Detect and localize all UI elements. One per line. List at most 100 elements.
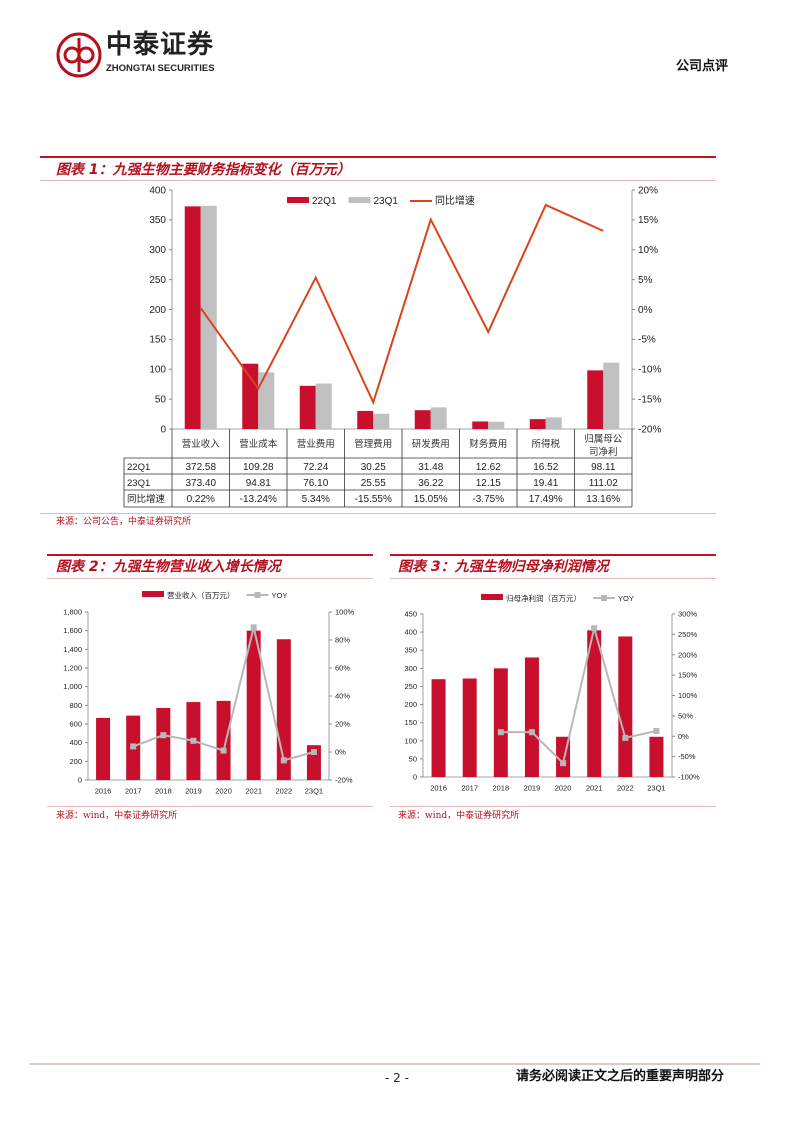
bar-归母净利润（百万元） bbox=[524, 657, 539, 777]
figure3-source: 来源：wind，中泰证券研究所 bbox=[398, 811, 520, 821]
table-header: 研发费用 bbox=[412, 438, 450, 450]
figure2-chart: 0 200 400 600 800 1,000 1,200 1,400 1,600 1,800 -2… bbox=[63, 590, 355, 796]
x-tick-label: 2022 bbox=[617, 784, 634, 793]
table-cell: 111.02 bbox=[589, 478, 619, 489]
table-cell: 15.05% bbox=[414, 494, 448, 505]
yoy-marker bbox=[160, 732, 167, 739]
x-tick-label: 2020 bbox=[555, 784, 572, 793]
y-tick-label: 0 bbox=[413, 773, 417, 782]
table-cell: 30.25 bbox=[361, 462, 386, 473]
y2-tick-label: -20% bbox=[638, 424, 661, 435]
legend-swatch bbox=[142, 591, 164, 597]
y2-tick-label: -5% bbox=[638, 335, 656, 346]
table-header: 营业成本 bbox=[239, 438, 278, 450]
yoy-marker bbox=[528, 729, 535, 736]
y-tick-label: 450 bbox=[404, 610, 417, 619]
table-header: 所得税 bbox=[531, 438, 560, 450]
y2-tick-label: 20% bbox=[335, 720, 350, 729]
y-tick-label: 800 bbox=[69, 701, 82, 710]
y2-tick-label: 300% bbox=[678, 610, 698, 619]
figure1-bottom-rule bbox=[40, 513, 716, 514]
legend-label: 营业收入（百万元） bbox=[167, 590, 235, 600]
y-tick-label: 300 bbox=[404, 664, 417, 673]
x-tick-label: 2021 bbox=[586, 784, 603, 793]
yoy-marker bbox=[220, 747, 227, 754]
table-row-label: 22Q1 bbox=[127, 462, 150, 473]
y2-tick-label: -50% bbox=[678, 752, 696, 761]
table-cell: 36.22 bbox=[418, 478, 443, 489]
y-tick-label: 300 bbox=[149, 245, 166, 256]
y-tick-label: 400 bbox=[69, 738, 82, 747]
x-tick-label: 23Q1 bbox=[647, 784, 665, 793]
yoy-marker bbox=[130, 743, 137, 750]
x-tick-label: 2018 bbox=[492, 784, 509, 793]
y-tick-label: 150 bbox=[149, 335, 166, 346]
bar-归母净利润（百万元） bbox=[618, 636, 633, 777]
legend-swatch bbox=[287, 197, 309, 203]
table-cell: 109.28 bbox=[243, 462, 274, 473]
figure3-chart: 0 50 100 150 200 250 300 350 400 450 -100% -50% 0% 50… bbox=[404, 593, 700, 793]
yoy-marker bbox=[250, 624, 257, 631]
figure3-title: 图表 3：九强生物归母净利润情况 bbox=[398, 559, 609, 575]
y-tick-label: 400 bbox=[149, 185, 166, 196]
bar-归母净利润（百万元） bbox=[462, 678, 477, 777]
y-tick-label: 50 bbox=[155, 394, 167, 405]
x-tick-label: 2019 bbox=[524, 784, 541, 793]
bar-23Q1 bbox=[200, 205, 217, 429]
bar-22Q1 bbox=[357, 410, 374, 429]
table-cell: 25.55 bbox=[361, 478, 386, 489]
bar-23Q1 bbox=[545, 417, 562, 429]
x-tick-label: 2022 bbox=[275, 787, 292, 796]
x-tick-label: 2017 bbox=[125, 787, 142, 796]
table-cell: 31.48 bbox=[418, 462, 443, 473]
table-header: 司净利 bbox=[589, 446, 618, 458]
y2-tick-label: 50% bbox=[678, 711, 693, 720]
table-cell: -3.75% bbox=[472, 494, 504, 505]
y-tick-label: 1,400 bbox=[63, 645, 82, 654]
figure2-title: 图表 2：九强生物营业收入增长情况 bbox=[56, 559, 281, 575]
figure2-source: 来源：wind，中泰证券研究所 bbox=[56, 811, 178, 821]
table-cell: 94.81 bbox=[246, 478, 271, 489]
legend-marker bbox=[254, 592, 261, 598]
table-cell: 17.49% bbox=[529, 494, 563, 505]
y-tick-label: 250 bbox=[404, 682, 417, 691]
y2-tick-label: 0% bbox=[678, 732, 689, 741]
figure3-bottom-rule bbox=[390, 806, 716, 807]
table-header: 归属母公 bbox=[584, 433, 623, 445]
table-row-label: 同比增速 bbox=[127, 493, 166, 505]
y2-tick-label: 150% bbox=[678, 671, 698, 680]
bar-23Q1 bbox=[315, 383, 332, 429]
document-type: 公司点评 bbox=[676, 59, 729, 74]
bar-23Q1 bbox=[603, 362, 620, 429]
y-tick-label: 350 bbox=[404, 646, 417, 655]
y2-tick-label: 0% bbox=[335, 748, 346, 757]
legend-label: 23Q1 bbox=[373, 196, 398, 207]
y2-tick-label: 40% bbox=[335, 692, 350, 701]
zhongtai-logo-icon bbox=[56, 32, 102, 78]
bar-23Q1 bbox=[258, 372, 275, 429]
y2-tick-label: 20% bbox=[638, 185, 658, 196]
bar-归母净利润（百万元） bbox=[493, 668, 508, 777]
table-cell: 98.11 bbox=[591, 462, 616, 473]
y2-tick-label: 100% bbox=[335, 608, 355, 617]
y2-tick-label: -20% bbox=[335, 776, 353, 785]
legend-swatch bbox=[481, 594, 503, 600]
yoy-marker bbox=[591, 625, 598, 632]
figure2-top-rule bbox=[47, 554, 373, 556]
y-tick-label: 1,200 bbox=[63, 664, 82, 673]
legend-label: YOY bbox=[618, 594, 634, 603]
legend-swatch bbox=[348, 197, 371, 203]
y-tick-label: 1,600 bbox=[63, 626, 82, 635]
bar-营业收入（百万元） bbox=[156, 707, 171, 780]
y-tick-label: 250 bbox=[149, 275, 166, 286]
y2-tick-label: -100% bbox=[678, 773, 700, 782]
yoy-marker bbox=[190, 737, 197, 744]
table-header: 管理费用 bbox=[354, 438, 392, 450]
yoy-marker bbox=[310, 749, 317, 755]
line-YOY bbox=[500, 627, 657, 766]
legend-label: YOY bbox=[272, 591, 288, 600]
bar-归母净利润（百万元） bbox=[587, 630, 602, 777]
y-tick-label: 400 bbox=[404, 628, 417, 637]
y-tick-label: 0 bbox=[78, 776, 82, 785]
